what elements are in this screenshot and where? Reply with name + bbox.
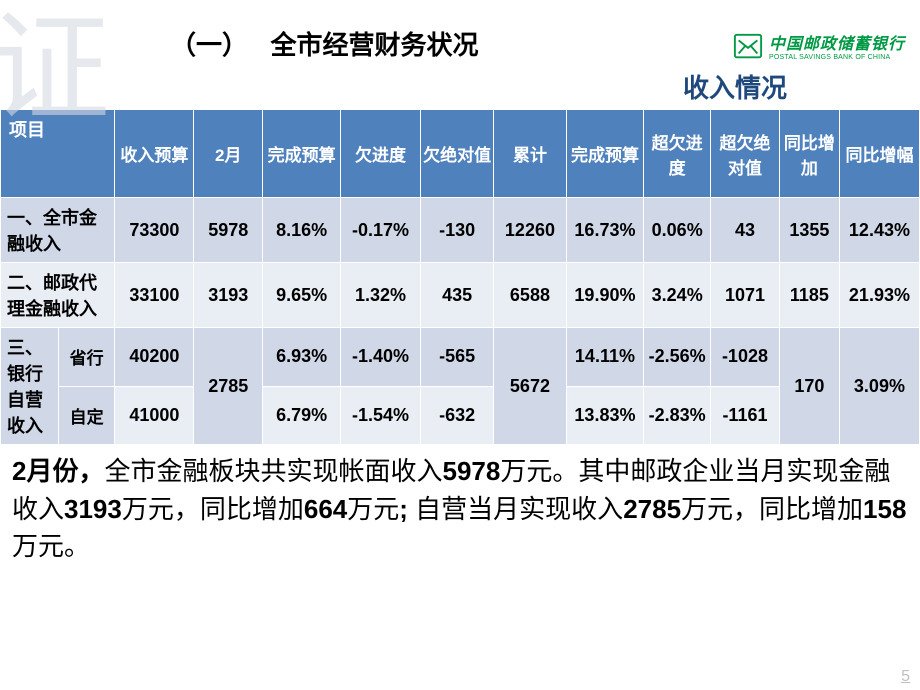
col-excess-abs: 超欠绝对值 xyxy=(711,110,780,198)
row-label: 三、银行自营收入 xyxy=(1,328,59,445)
col-total: 累计 xyxy=(494,110,566,198)
financial-table: 项目 收入预算 2月 完成预算 欠进度 欠绝对值 累计 完成预算 超欠进度 超欠… xyxy=(0,109,920,445)
col-deficit-abs: 欠绝对值 xyxy=(421,110,494,198)
col-feb: 2月 xyxy=(194,110,263,198)
table-row: 三、银行自营收入 省行 40200 2785 6.93% -1.40% -565… xyxy=(1,328,920,387)
sub-label: 省行 xyxy=(58,328,115,387)
col-yoy-inc: 同比增加 xyxy=(779,110,839,198)
summary-paragraph: 2月份，全市金融板块共实现帐面收入5978万元。其中邮政企业当月实现金融收入31… xyxy=(0,445,920,566)
table-row: 二、邮政代理金融收入 33100 3193 9.65% 1.32% 435 65… xyxy=(1,263,920,328)
slide-header: （一） 全市经营财务状况 中国邮政储蓄银行 POSTAL SAVINGS BAN… xyxy=(0,0,920,105)
col-budget: 收入预算 xyxy=(115,110,194,198)
table-header-row: 项目 收入预算 2月 完成预算 欠进度 欠绝对值 累计 完成预算 超欠进度 超欠… xyxy=(1,110,920,198)
row-label: 二、邮政代理金融收入 xyxy=(1,263,115,328)
logo-text-en: POSTAL SAVINGS BANK OF CHINA xyxy=(769,54,905,61)
row-label: 一、全市金融收入 xyxy=(1,198,115,263)
logo-text-cn: 中国邮政储蓄银行 xyxy=(769,30,905,54)
col-done-budget: 完成预算 xyxy=(263,110,341,198)
sub-label: 自定 xyxy=(58,386,115,445)
table-row: 一、全市金融收入 73300 5978 8.16% -0.17% -130 12… xyxy=(1,198,920,263)
bank-logo: 中国邮政储蓄银行 POSTAL SAVINGS BANK OF CHINA xyxy=(733,30,905,61)
col-deficit-prog: 欠进度 xyxy=(341,110,421,198)
page-subtitle: 收入情况 xyxy=(570,68,900,105)
col-project: 项目 xyxy=(1,110,115,198)
section-number: （一） xyxy=(170,30,248,60)
col-done-budget2: 完成预算 xyxy=(566,110,644,198)
col-excess-prog: 超欠进度 xyxy=(644,110,711,198)
page-title: 全市经营财务状况 xyxy=(270,30,478,60)
psbc-logo-icon xyxy=(733,31,763,61)
page-number: 5 xyxy=(901,668,910,686)
col-yoy-pct: 同比增幅 xyxy=(839,110,919,198)
